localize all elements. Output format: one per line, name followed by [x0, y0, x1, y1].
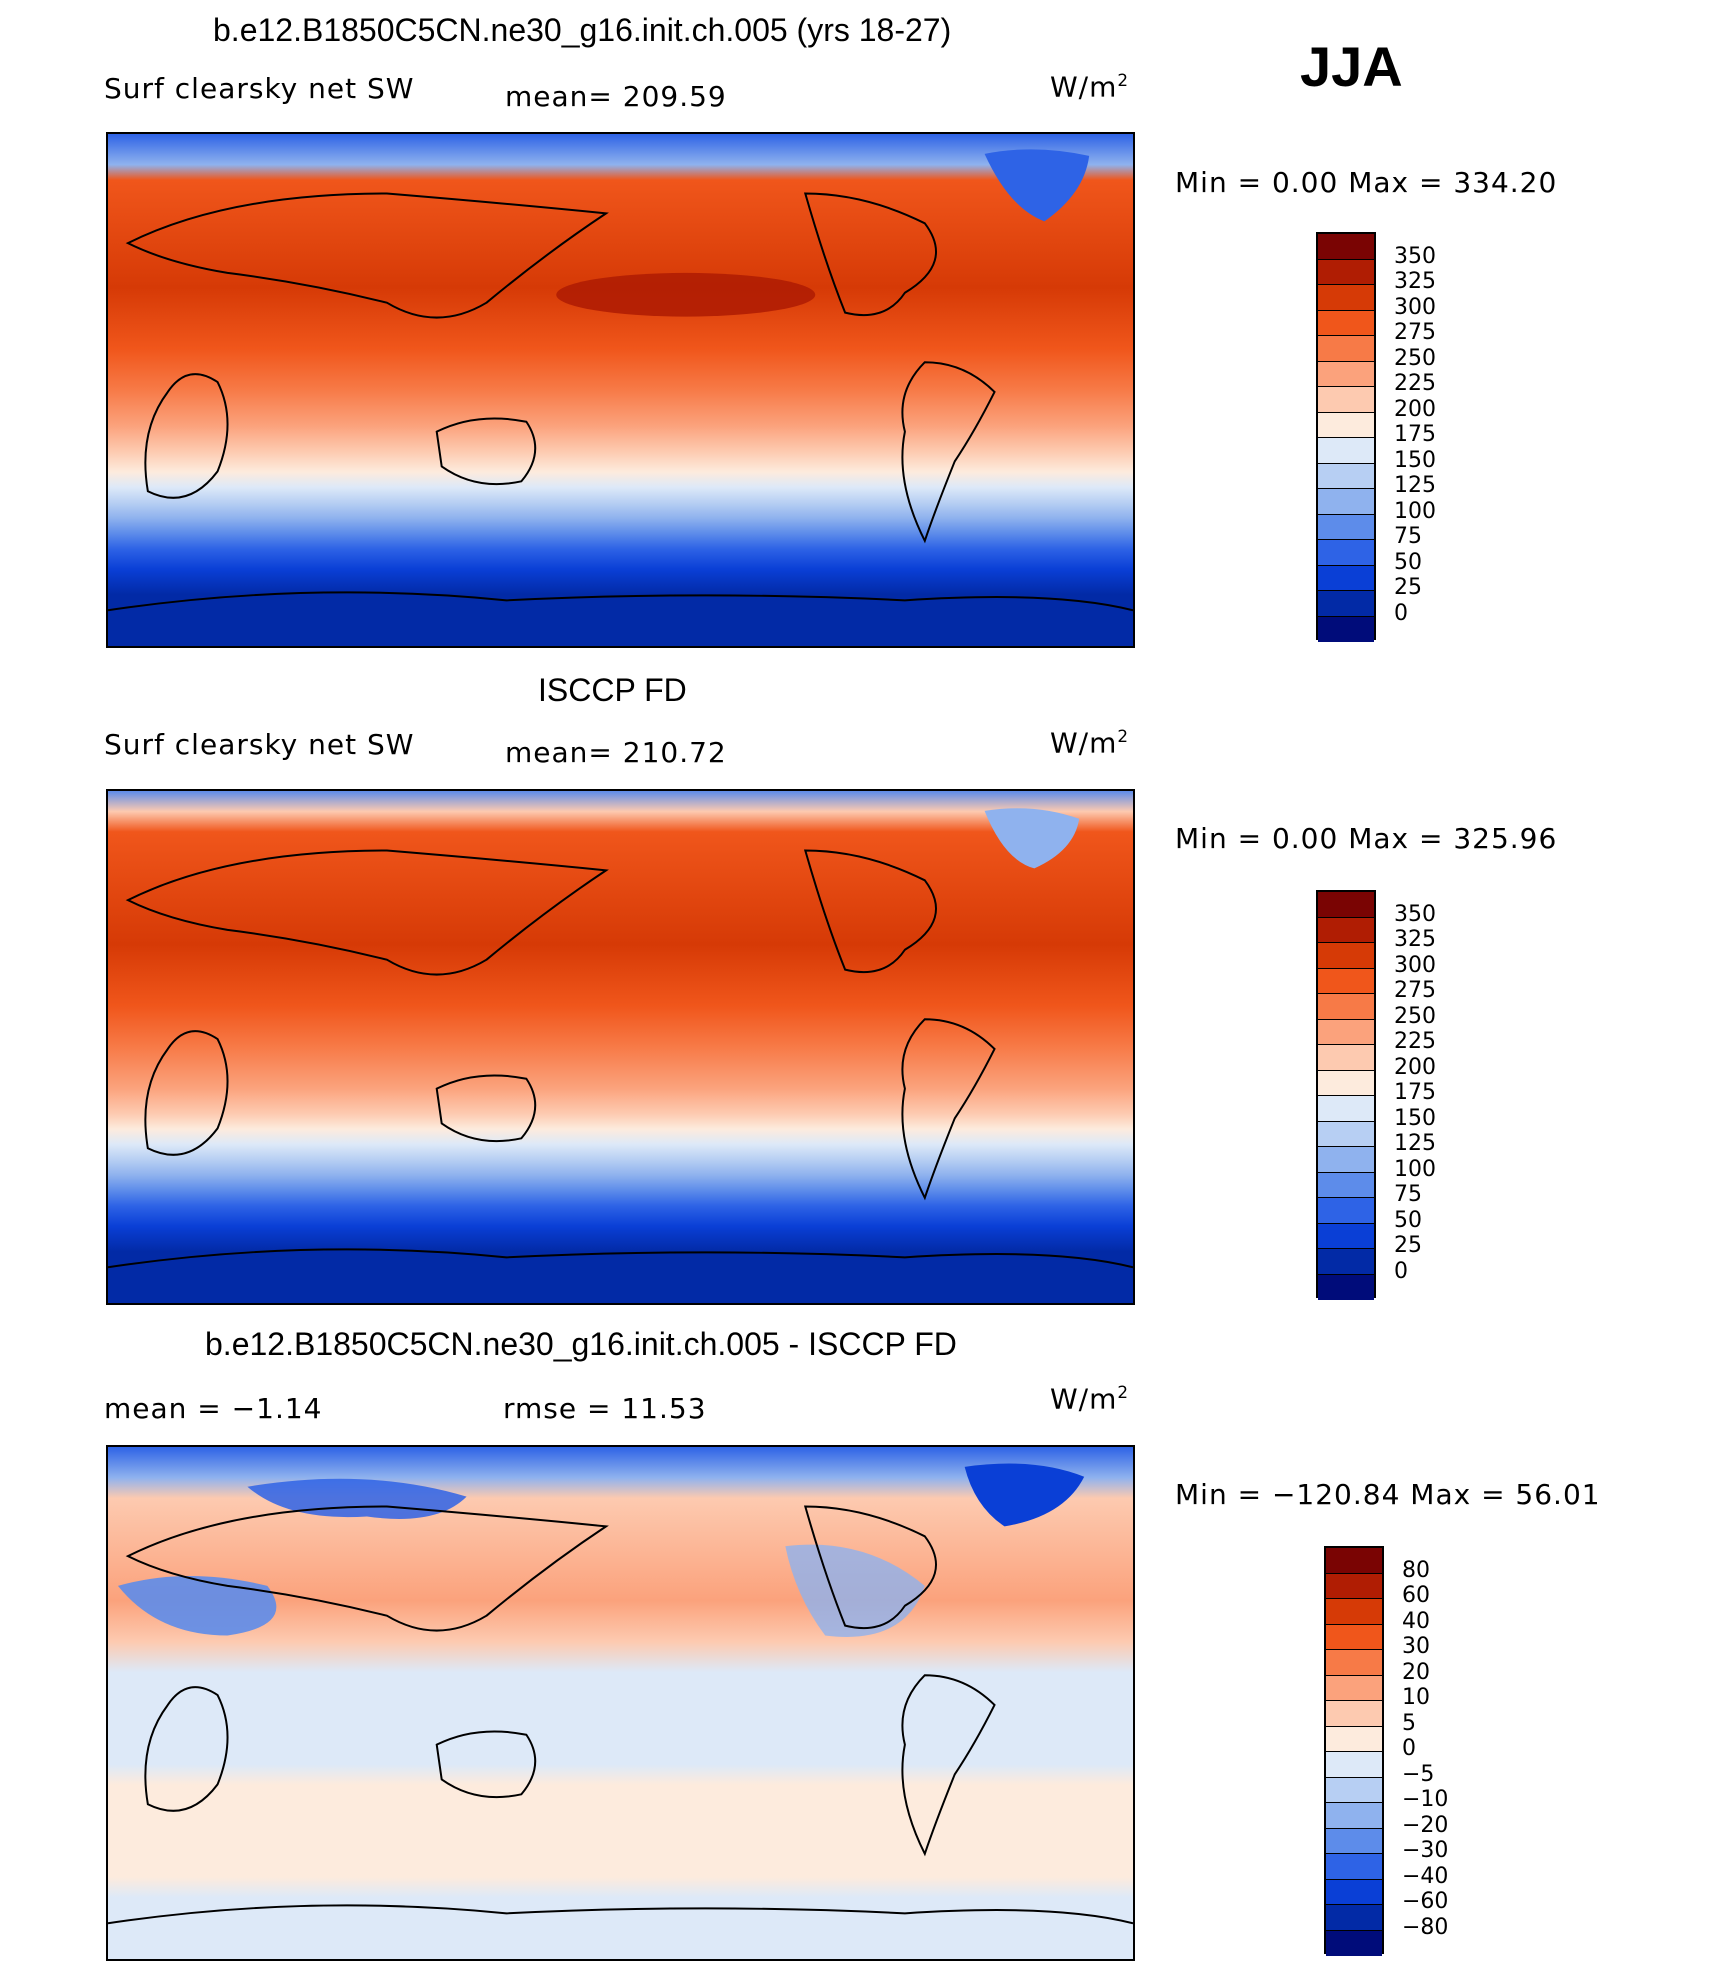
panel3-min-max: Min = −120.84 Max = 56.01: [1175, 1478, 1601, 1511]
panel3-level: −60: [1402, 1889, 1449, 1914]
panel3-level: −20: [1402, 1813, 1449, 1838]
panel2-colorbar-swatches: [1316, 890, 1376, 1300]
panel1-level: 75: [1394, 524, 1422, 549]
panel3-level: 5: [1402, 1711, 1416, 1736]
panel1-level: 200: [1394, 397, 1436, 422]
panel2-variable: Surf clearsky net SW: [104, 728, 415, 761]
panel1-level: 225: [1394, 371, 1436, 396]
season-label: JJA: [1300, 35, 1403, 98]
panel2-level: 100: [1394, 1157, 1436, 1182]
panel3-neg-greenland: [964, 1463, 1085, 1527]
panel2-level: 200: [1394, 1055, 1436, 1080]
panel2-level: 0: [1394, 1259, 1408, 1284]
panel3-level: −40: [1402, 1864, 1449, 1889]
panel1-level: 175: [1394, 422, 1436, 447]
panel1-variable: Surf clearsky net SW: [104, 72, 415, 105]
panel1-level: 275: [1394, 320, 1436, 345]
panel1-coastlines: [108, 192, 1133, 612]
panel1-level: 25: [1394, 575, 1422, 600]
panel2-coastlines: [108, 849, 1133, 1269]
panel2-level: 325: [1394, 927, 1436, 952]
panel1-level: 150: [1394, 448, 1436, 473]
panel1-colorbar-swatches: [1316, 232, 1376, 642]
panel3-units: W/m2: [1050, 1382, 1130, 1416]
panel1-level: 0: [1394, 601, 1408, 626]
panel2-level: 50: [1394, 1208, 1422, 1233]
panel3-level: 30: [1402, 1634, 1430, 1659]
panel3-level: 40: [1402, 1609, 1430, 1634]
panel2-mean: mean= 210.72: [505, 736, 727, 769]
panel2-min-max: Min = 0.00 Max = 325.96: [1175, 822, 1558, 855]
panel1-level: 325: [1394, 269, 1436, 294]
panel3-neg-africa: [117, 1575, 277, 1636]
panel3-colorbar-swatches: [1324, 1546, 1384, 1956]
panel2-level: 175: [1394, 1080, 1436, 1105]
panel3-level: 80: [1402, 1558, 1430, 1583]
panel3-level: −80: [1402, 1915, 1449, 1940]
panel3-coastlines: [108, 1505, 1133, 1925]
panel2-level: 125: [1394, 1131, 1436, 1156]
panel2-level: 225: [1394, 1029, 1436, 1054]
panel1-map: [106, 132, 1135, 648]
panel3-level: 10: [1402, 1685, 1430, 1710]
panel1-level: 100: [1394, 499, 1436, 524]
panel3-level: 0: [1402, 1736, 1416, 1761]
panel1-units: W/m2: [1050, 70, 1130, 104]
panel1-level: 250: [1394, 346, 1436, 371]
panel1-greenland: [984, 149, 1090, 222]
panel3-rmse: rmse = 11.53: [503, 1392, 707, 1425]
panel1-level: 300: [1394, 295, 1436, 320]
panel1-pacific-max: [556, 272, 816, 317]
panel2-level: 275: [1394, 978, 1436, 1003]
panel2-units: W/m2: [1050, 726, 1130, 760]
panel3-mean: mean = −1.14: [104, 1392, 323, 1425]
panel3-field: [108, 1447, 1133, 1959]
panel1-min-max: Min = 0.00 Max = 334.20: [1175, 166, 1558, 199]
panel2-level: 250: [1394, 1004, 1436, 1029]
panel3-level: 20: [1402, 1660, 1430, 1685]
panel1-level: 125: [1394, 473, 1436, 498]
panel2-map: [106, 789, 1135, 1305]
panel1-level: 50: [1394, 550, 1422, 575]
panel2-title: ISCCP FD: [538, 672, 687, 708]
panel3-level: −5: [1402, 1762, 1435, 1787]
panel3-level: −30: [1402, 1838, 1449, 1863]
panel2-level: 75: [1394, 1182, 1422, 1207]
panel2-level: 25: [1394, 1233, 1422, 1258]
panel2-level: 150: [1394, 1106, 1436, 1131]
panel2-greenland: [984, 808, 1080, 869]
panel3-neg-americas: [785, 1544, 925, 1637]
panel1-mean: mean= 209.59: [505, 80, 727, 113]
panel2-field: [108, 791, 1133, 1303]
panel2-level: 300: [1394, 953, 1436, 978]
panel3-title: b.e12.B1850C5CN.ne30_g16.init.ch.005 - I…: [205, 1326, 957, 1362]
case-title: b.e12.B1850C5CN.ne30_g16.init.ch.005 (yr…: [213, 12, 952, 48]
panel1-field: [108, 134, 1133, 646]
panel3-map: [106, 1445, 1135, 1961]
panel1-level: 350: [1394, 244, 1436, 269]
panel3-level: −10: [1402, 1787, 1449, 1812]
panel2-level: 350: [1394, 902, 1436, 927]
panel3-level: 60: [1402, 1583, 1430, 1608]
